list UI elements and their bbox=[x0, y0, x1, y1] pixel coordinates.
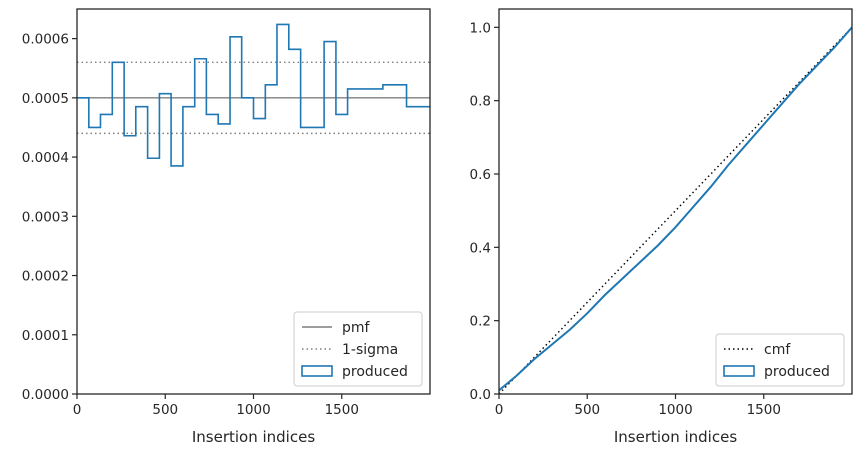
x-tick-label: 1500 bbox=[747, 402, 781, 418]
x-tick-label: 0 bbox=[73, 402, 82, 418]
y-tick-label: 0.4 bbox=[470, 240, 491, 256]
x-tick-label: 0 bbox=[495, 402, 504, 418]
legend-label-cmf: cmf bbox=[764, 342, 791, 358]
legend-label-1-sigma: 1-sigma bbox=[342, 342, 398, 358]
y-tick-label: 0.0000 bbox=[22, 387, 69, 403]
x-tick-label: 500 bbox=[574, 402, 600, 418]
series-line-produced bbox=[498, 26, 853, 392]
x-axis-title: Insertion indices bbox=[614, 428, 737, 446]
x-tick-label: 1500 bbox=[325, 402, 359, 418]
series-line-produced bbox=[77, 23, 430, 167]
plot-area bbox=[498, 26, 853, 395]
y-tick-label: 0.8 bbox=[470, 94, 491, 110]
legend: pmf 1-sigma produced bbox=[293, 311, 423, 387]
y-tick-label: 0.0001 bbox=[22, 328, 69, 344]
legend-box bbox=[293, 311, 423, 387]
y-tick-label: 0.0002 bbox=[22, 269, 69, 285]
y-tick-label: 0.0 bbox=[470, 387, 491, 403]
legend-label-produced: produced bbox=[764, 364, 830, 380]
series-line-cmf bbox=[498, 26, 853, 395]
chart-panel-2: 0 500 1000 1500 0.0 0.2 0.4 0.6 0.8 1.0 Insertion … bbox=[470, 8, 853, 446]
y-tick-label: 0.6 bbox=[470, 167, 491, 183]
legend-box bbox=[715, 333, 845, 387]
y-tick-label: 0.0004 bbox=[22, 150, 69, 166]
legend: cmf produced bbox=[715, 333, 845, 387]
y-tick-label: 0.0006 bbox=[22, 32, 69, 48]
x-tick-label: 1000 bbox=[236, 402, 270, 418]
legend-swatch-produced bbox=[301, 365, 333, 377]
y-tick-label: 1.0 bbox=[470, 20, 491, 36]
x-axis-title: Insertion indices bbox=[192, 428, 315, 446]
legend-swatch-produced bbox=[723, 365, 755, 377]
plot-area bbox=[77, 23, 430, 167]
y-tick-label: 0.0005 bbox=[22, 91, 69, 107]
x-tick-label: 500 bbox=[152, 402, 178, 418]
legend-label-produced: produced bbox=[342, 364, 408, 380]
y-tick-label: 0.2 bbox=[470, 314, 491, 330]
legend-label-pmf: pmf bbox=[342, 320, 371, 336]
x-tick-label: 1000 bbox=[658, 402, 692, 418]
chart-panel-1: 0 500 1000 1500 0.0000 0.0001 0.0002 0.0003 0.00… bbox=[22, 8, 431, 446]
y-tick-label: 0.0003 bbox=[22, 209, 69, 225]
